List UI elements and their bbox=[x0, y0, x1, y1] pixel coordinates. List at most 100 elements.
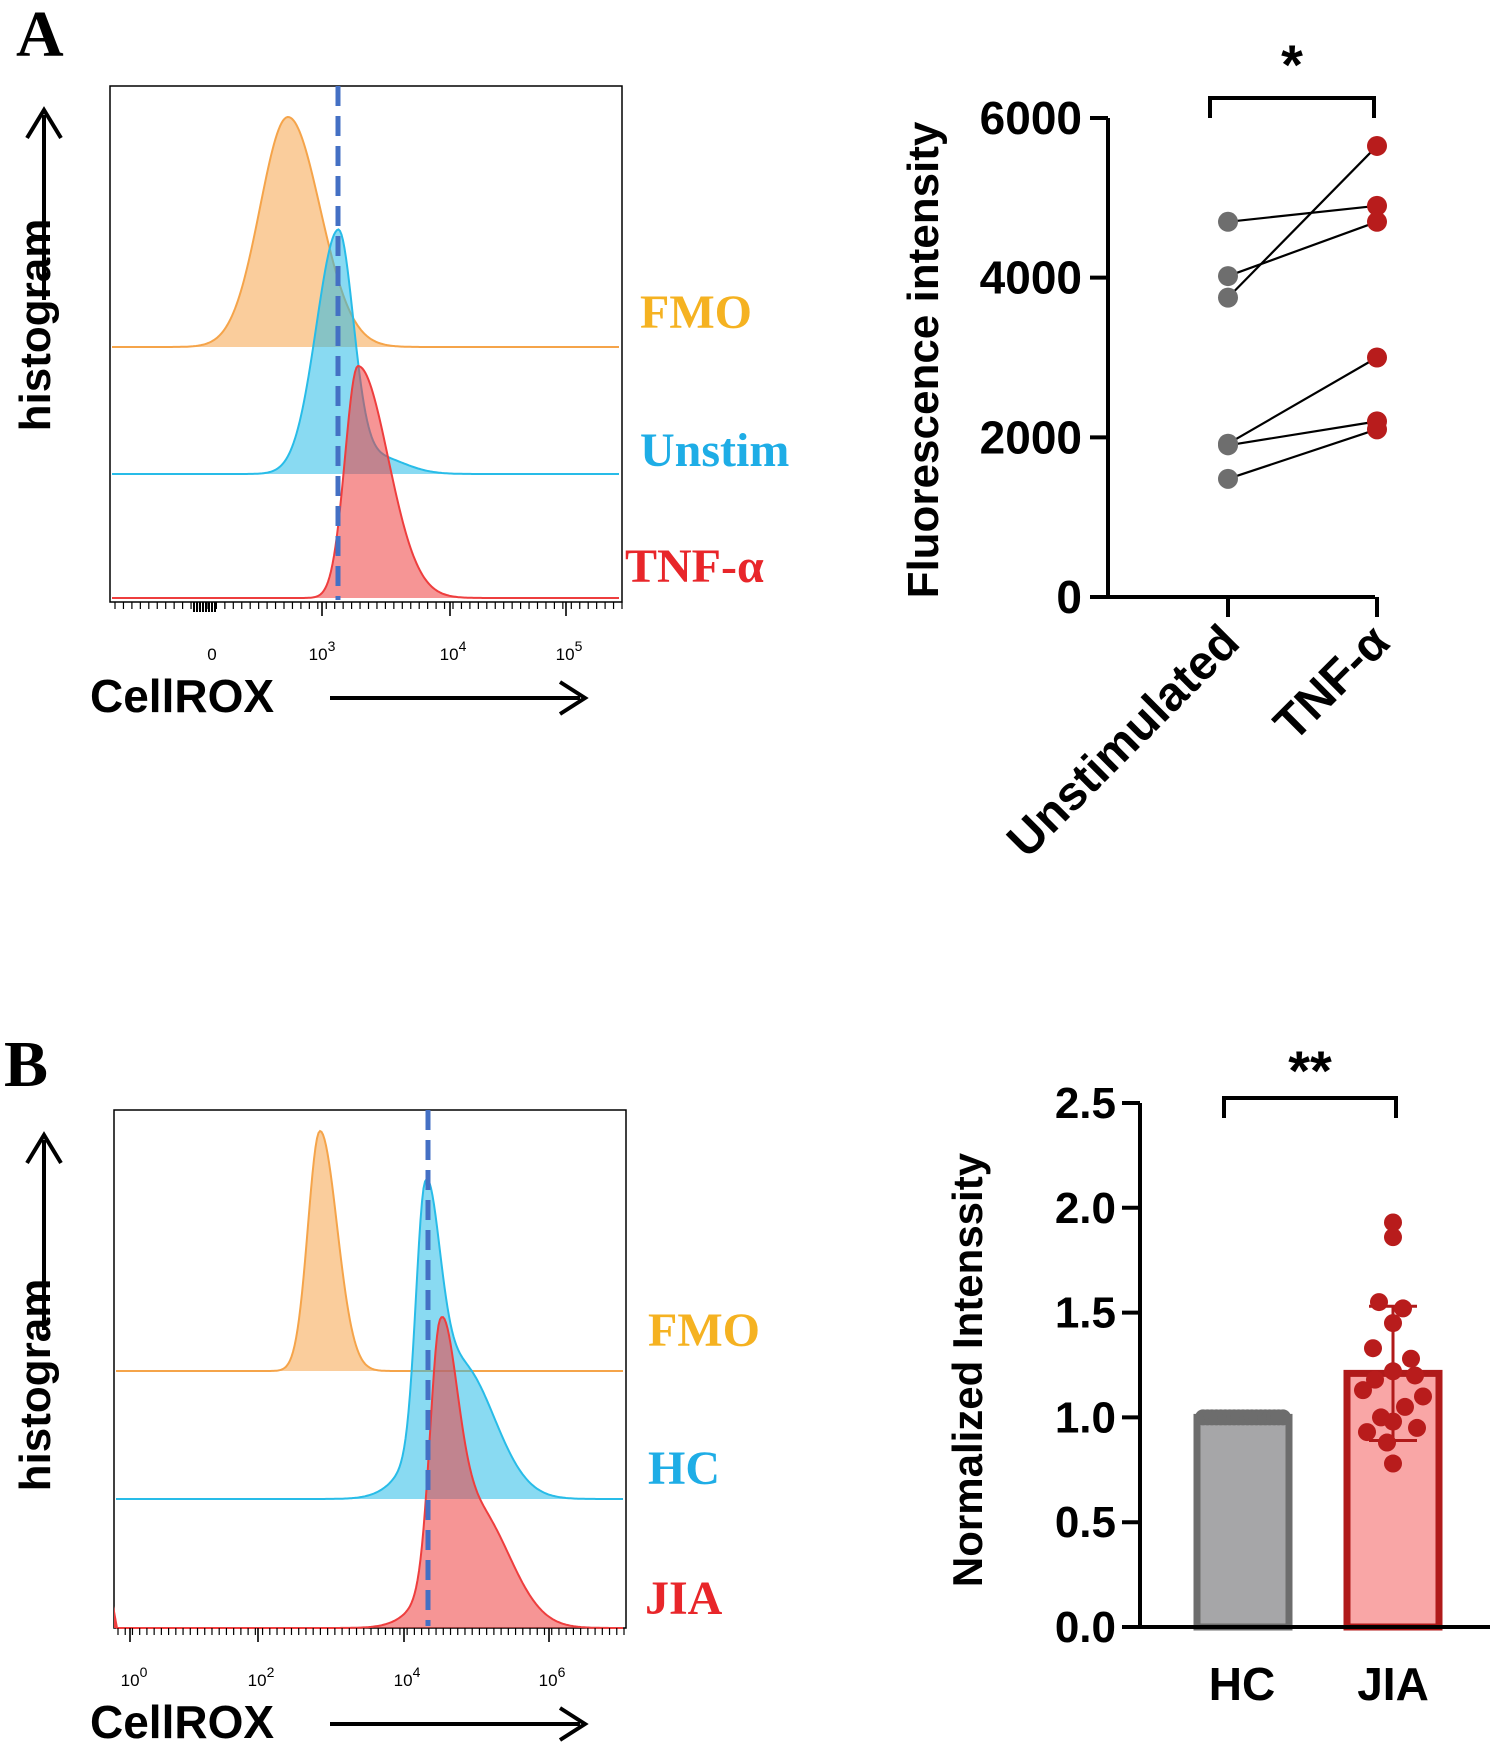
scatter-a-point-tnf bbox=[1367, 347, 1387, 368]
scatter-a-y-ticks: 0 2000 4000 6000 bbox=[980, 92, 1108, 623]
legend-fmo-b: FMO bbox=[648, 1304, 760, 1357]
scatter-a-x-label-unstimulated: Unstimulated bbox=[997, 615, 1249, 867]
hist-a-tick-label: 103 bbox=[309, 638, 336, 664]
panel-a: A 0 103 104 105 histogram CellROX FMO Unsti… bbox=[11, 0, 1400, 868]
bar-jia-point bbox=[1370, 1293, 1388, 1312]
scatter-a-significance-bracket bbox=[1208, 96, 1376, 118]
histogram-b-x-label: CellROX bbox=[90, 1696, 274, 1748]
hist-a-tick-label: 105 bbox=[556, 638, 583, 664]
bar-jia-point bbox=[1384, 1213, 1402, 1232]
hist-b-fmo-line bbox=[116, 1129, 623, 1372]
scatter-a-point-tnf bbox=[1367, 195, 1387, 216]
bar-jia-point bbox=[1384, 1454, 1402, 1473]
scatter-a-pair-line bbox=[1227, 220, 1378, 278]
hist-a-tnf-line bbox=[112, 364, 619, 599]
bar-jia-point bbox=[1384, 1412, 1402, 1431]
hist-a-tnf-fill bbox=[112, 366, 620, 598]
hist-b-hc-line bbox=[116, 1178, 623, 1500]
scatter-a-pair-line bbox=[1227, 428, 1378, 480]
scatter-a-point-unstimulated bbox=[1218, 435, 1238, 456]
scatter-a-pair-line bbox=[1227, 420, 1378, 447]
scatter-a-point-tnf bbox=[1367, 419, 1387, 440]
scatter-a-x-label-tnf: TNF-α bbox=[1264, 615, 1400, 751]
histogram-b-x-arrow-icon bbox=[558, 1706, 589, 1742]
bar-hc-point bbox=[1275, 1409, 1291, 1426]
hist-a-fmo-line bbox=[112, 115, 619, 348]
bar-jia-point bbox=[1402, 1349, 1420, 1368]
bar-b-significance-stars: ** bbox=[1288, 1039, 1332, 1102]
histogram-a: 0 103 104 105 histogram CellROX FMO Unstim … bbox=[11, 85, 789, 722]
paired-scatter-a: 0 2000 4000 6000 Fluorescence intensity Uns… bbox=[899, 33, 1400, 868]
bar-jia-point bbox=[1414, 1387, 1432, 1406]
hist-b-fmo-fill bbox=[116, 1131, 624, 1371]
hist-a-tick-label: 104 bbox=[440, 638, 467, 664]
bar-jia-point bbox=[1408, 1418, 1426, 1437]
bar-b-y-tick-label: 0.0 bbox=[1055, 1603, 1116, 1652]
histogram-b: 100 102 104 106 histogram CellROX FMO HC JI… bbox=[11, 1109, 760, 1748]
scatter-a-pair-line bbox=[1227, 145, 1378, 299]
histogram-a-curves bbox=[112, 86, 620, 600]
scatter-a-point-unstimulated bbox=[1218, 211, 1238, 232]
legend-hc: HC bbox=[648, 1442, 720, 1495]
bar-b-y-tick-label: 0.5 bbox=[1055, 1498, 1116, 1547]
scatter-a-pair-line bbox=[1227, 204, 1378, 223]
hist-b-tick-label: 100 bbox=[121, 1664, 148, 1690]
scatter-a-significance-star: * bbox=[1281, 33, 1303, 96]
bar-hc bbox=[1193, 1413, 1293, 1631]
histogram-a-x-arrow-icon bbox=[558, 680, 589, 716]
histogram-a-frame bbox=[109, 85, 623, 603]
bar-b-x-label-jia: JIA bbox=[1357, 1658, 1429, 1710]
scatter-a-y-tick-label: 0 bbox=[1056, 571, 1082, 623]
scatter-a-point-tnf bbox=[1367, 211, 1387, 232]
scatter-a-y-label: Fluorescence intensity bbox=[899, 121, 948, 598]
hist-b-tick-label: 102 bbox=[248, 1664, 275, 1690]
bar-b-x-label-hc: HC bbox=[1209, 1658, 1275, 1710]
histogram-a-y-label: histogram bbox=[11, 219, 60, 432]
hist-b-hc-fill bbox=[116, 1179, 624, 1499]
bar-jia-point bbox=[1396, 1397, 1414, 1416]
bar-b-y-tick-label: 2.5 bbox=[1055, 1079, 1116, 1128]
hist-b-jia-edge bbox=[114, 1606, 118, 1628]
hist-a-tick-label: 0 bbox=[207, 645, 216, 664]
bar-jia-point bbox=[1364, 1339, 1382, 1358]
panel-b-label: B bbox=[4, 1028, 48, 1101]
bar-chart-b-bars bbox=[1193, 1213, 1443, 1631]
bar-b-y-tick-label: 1.0 bbox=[1055, 1393, 1116, 1442]
bar-jia-point bbox=[1384, 1314, 1402, 1333]
histogram-b-y-label: histogram bbox=[11, 1279, 60, 1492]
scatter-a-pair-line bbox=[1227, 356, 1378, 445]
bar-jia-point bbox=[1354, 1381, 1372, 1400]
histogram-b-curves bbox=[114, 1110, 624, 1629]
histogram-b-y-arrow-icon bbox=[25, 1131, 63, 1165]
bar-b-significance-bracket bbox=[1222, 1096, 1398, 1118]
panel-a-label: A bbox=[16, 0, 64, 71]
legend-jia: JIA bbox=[645, 1572, 723, 1625]
legend-tnf: TNF-α bbox=[625, 540, 764, 593]
scatter-a-point-unstimulated bbox=[1218, 468, 1238, 489]
bar-b-y-tick-label: 1.5 bbox=[1055, 1289, 1116, 1338]
legend-fmo-a: FMO bbox=[640, 286, 752, 339]
scatter-a-y-tick-label: 4000 bbox=[980, 252, 1082, 304]
scatter-a-point-unstimulated bbox=[1218, 266, 1238, 287]
scatter-a-point-tnf bbox=[1367, 135, 1387, 156]
hist-b-jia-fill bbox=[116, 1317, 624, 1628]
histogram-b-x-axis: 100 102 104 106 bbox=[117, 1628, 625, 1690]
panel-b: B 100 102 104 106 histogram CellROX FMO HC … bbox=[4, 1028, 1490, 1748]
hist-b-jia-line bbox=[116, 1316, 623, 1629]
scatter-a-point-unstimulated bbox=[1218, 287, 1238, 308]
legend-unstim: Unstim bbox=[640, 424, 789, 477]
scatter-a-y-tick-label: 6000 bbox=[980, 92, 1082, 144]
bar-jia-point bbox=[1394, 1299, 1412, 1318]
bar-jia-point bbox=[1406, 1366, 1424, 1385]
bar-chart-b: 0.0 0.5 1.0 1.5 2.0 2.5 Normalized Intenssity… bbox=[944, 1039, 1490, 1710]
bar-b-y-tick-label: 2.0 bbox=[1055, 1184, 1116, 1233]
scatter-a-y-tick-label: 2000 bbox=[980, 411, 1082, 463]
histogram-a-y-arrow-icon bbox=[25, 106, 63, 140]
bar-jia-point bbox=[1384, 1228, 1402, 1247]
hist-b-tick-label: 104 bbox=[394, 1664, 421, 1690]
histogram-a-x-axis: 0 103 104 105 bbox=[114, 602, 623, 664]
bar-b-y-label: Normalized Intenssity bbox=[944, 1152, 991, 1587]
bar-jia-point bbox=[1378, 1433, 1396, 1452]
histogram-a-x-label: CellROX bbox=[90, 670, 274, 722]
bar-b-y-ticks: 0.0 0.5 1.0 1.5 2.0 2.5 bbox=[1055, 1079, 1140, 1652]
